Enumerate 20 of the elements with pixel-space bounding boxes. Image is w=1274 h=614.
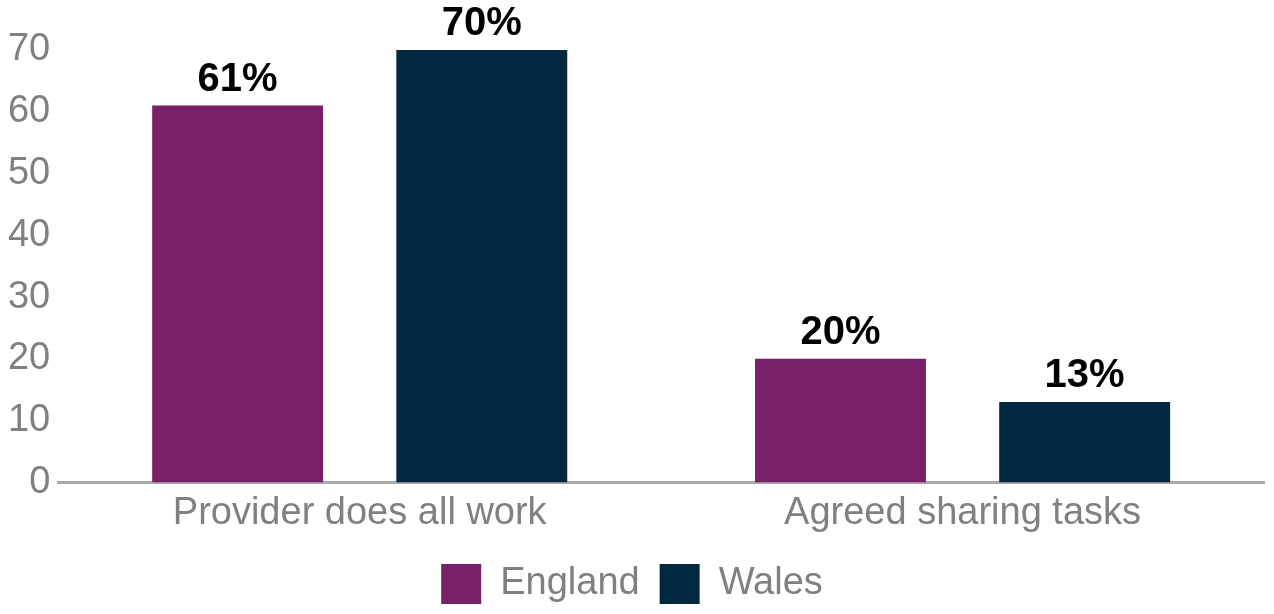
data-label: 70% <box>441 0 522 44</box>
y-tick-label: 40 <box>7 211 51 254</box>
data-label: 13% <box>1044 351 1125 396</box>
data-label: 61% <box>197 54 278 99</box>
y-tick-label: 10 <box>7 397 51 440</box>
y-tick-label: 70 <box>7 26 51 69</box>
legend-label: England <box>500 560 640 603</box>
bar <box>755 358 926 483</box>
y-tick-label: 30 <box>7 273 51 316</box>
y-tick-label: 0 <box>29 458 51 501</box>
bar <box>999 402 1171 483</box>
data-label: 20% <box>800 307 881 352</box>
legend-label: Wales <box>718 560 823 603</box>
bar <box>396 50 568 483</box>
x-tick-label: Provider does all work <box>172 489 548 532</box>
x-tick-label: Agreed sharing tasks <box>784 489 1142 532</box>
bar <box>152 105 324 483</box>
y-tick-label: 60 <box>7 88 51 131</box>
y-tick-label: 50 <box>7 150 51 193</box>
y-tick-label: 20 <box>7 335 51 378</box>
